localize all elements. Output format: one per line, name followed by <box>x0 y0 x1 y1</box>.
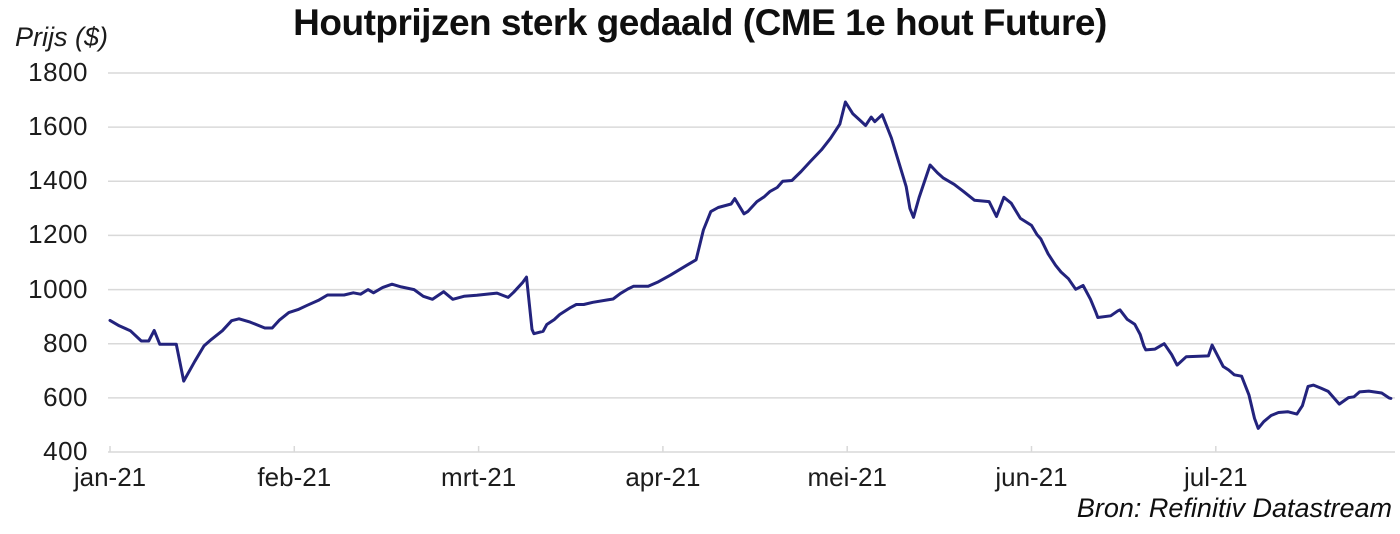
y-tick-label: 1800 <box>28 57 88 87</box>
x-tick-label: apr-21 <box>625 462 701 492</box>
y-tick-label: 800 <box>43 327 88 358</box>
y-tick-label: 1600 <box>28 111 88 142</box>
price-line <box>108 100 1393 430</box>
y-tick-label: 400 <box>43 436 88 466</box>
x-tick-label: jan-21 <box>73 462 147 492</box>
y-tick-label: 1400 <box>28 165 88 196</box>
y-tick-label: 600 <box>43 381 88 412</box>
y-axis-title: Prijs ($) <box>15 22 108 52</box>
x-tick-label: jul-21 <box>1184 462 1248 492</box>
x-tick-label: mrt-21 <box>441 462 517 492</box>
x-tick-label: jun-21 <box>995 462 1068 492</box>
x-tick-label: feb-21 <box>257 462 332 492</box>
y-tick-label: 1200 <box>28 219 88 250</box>
x-tick-label: mei-21 <box>807 462 887 492</box>
chart-title: Houtprijzen sterk gedaald (CME 1e hout F… <box>293 2 1107 43</box>
y-tick-label: 1000 <box>28 273 88 304</box>
source-credit: Bron: Refinitiv Datastream <box>1076 493 1392 523</box>
